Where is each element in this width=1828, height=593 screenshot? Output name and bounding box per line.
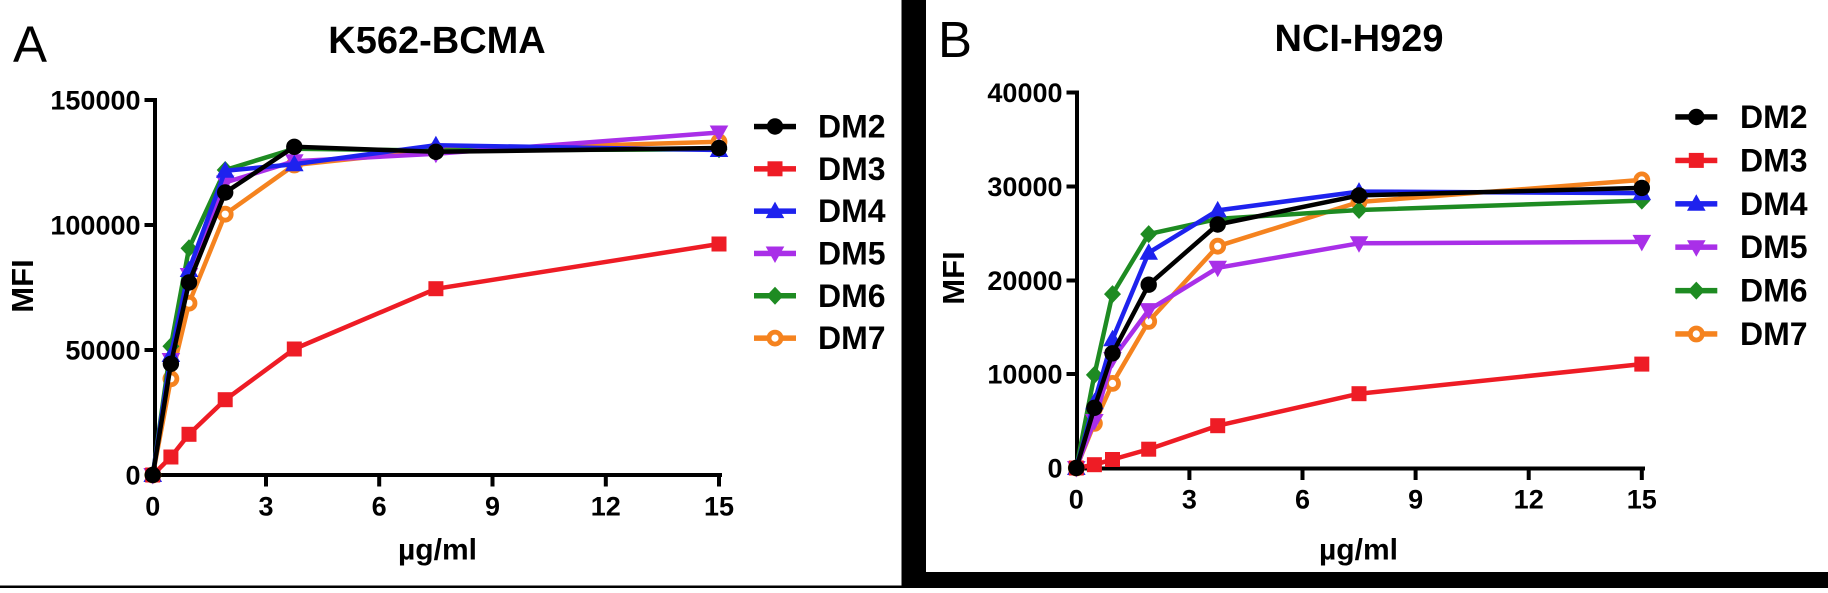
svg-text:50000: 50000 [65, 336, 140, 366]
svg-text:K562-BCMA: K562-BCMA [328, 20, 545, 62]
svg-text:µg/ml: µg/ml [398, 534, 477, 567]
svg-text:3: 3 [1182, 485, 1197, 515]
svg-text:MFI: MFI [5, 259, 40, 312]
svg-text:DM5: DM5 [1740, 229, 1808, 265]
svg-text:100000: 100000 [50, 211, 140, 241]
svg-text:DM4: DM4 [1740, 186, 1808, 222]
svg-text:NCI-H929: NCI-H929 [1275, 18, 1444, 60]
svg-text:15: 15 [704, 492, 734, 522]
svg-text:6: 6 [1295, 485, 1310, 515]
svg-text:150000: 150000 [50, 86, 140, 116]
svg-text:DM4: DM4 [818, 193, 886, 229]
svg-text:0: 0 [1069, 485, 1084, 515]
svg-text:DM6: DM6 [818, 278, 886, 314]
svg-text:20000: 20000 [987, 266, 1062, 296]
svg-text:DM3: DM3 [818, 151, 886, 187]
svg-text:B: B [938, 11, 972, 68]
svg-text:0: 0 [1047, 454, 1062, 484]
svg-text:DM2: DM2 [1740, 99, 1808, 135]
svg-text:DM7: DM7 [818, 320, 886, 356]
svg-text:MFI: MFI [936, 251, 971, 304]
svg-text:9: 9 [1408, 485, 1423, 515]
svg-text:10000: 10000 [987, 360, 1062, 390]
svg-text:15: 15 [1627, 485, 1657, 515]
svg-text:6: 6 [372, 492, 387, 522]
svg-text:40000: 40000 [987, 78, 1062, 108]
svg-text:12: 12 [591, 492, 621, 522]
svg-text:12: 12 [1514, 485, 1544, 515]
svg-text:DM6: DM6 [1740, 273, 1808, 309]
svg-text:A: A [13, 16, 47, 73]
svg-text:DM5: DM5 [818, 236, 886, 272]
svg-text:3: 3 [258, 492, 273, 522]
svg-text:µg/ml: µg/ml [1319, 534, 1398, 567]
svg-text:0: 0 [125, 461, 140, 491]
svg-text:DM7: DM7 [1740, 316, 1808, 352]
svg-text:9: 9 [485, 492, 500, 522]
svg-text:DM2: DM2 [818, 109, 886, 145]
svg-text:30000: 30000 [987, 172, 1062, 202]
svg-text:DM3: DM3 [1740, 142, 1808, 178]
svg-text:0: 0 [145, 492, 160, 522]
